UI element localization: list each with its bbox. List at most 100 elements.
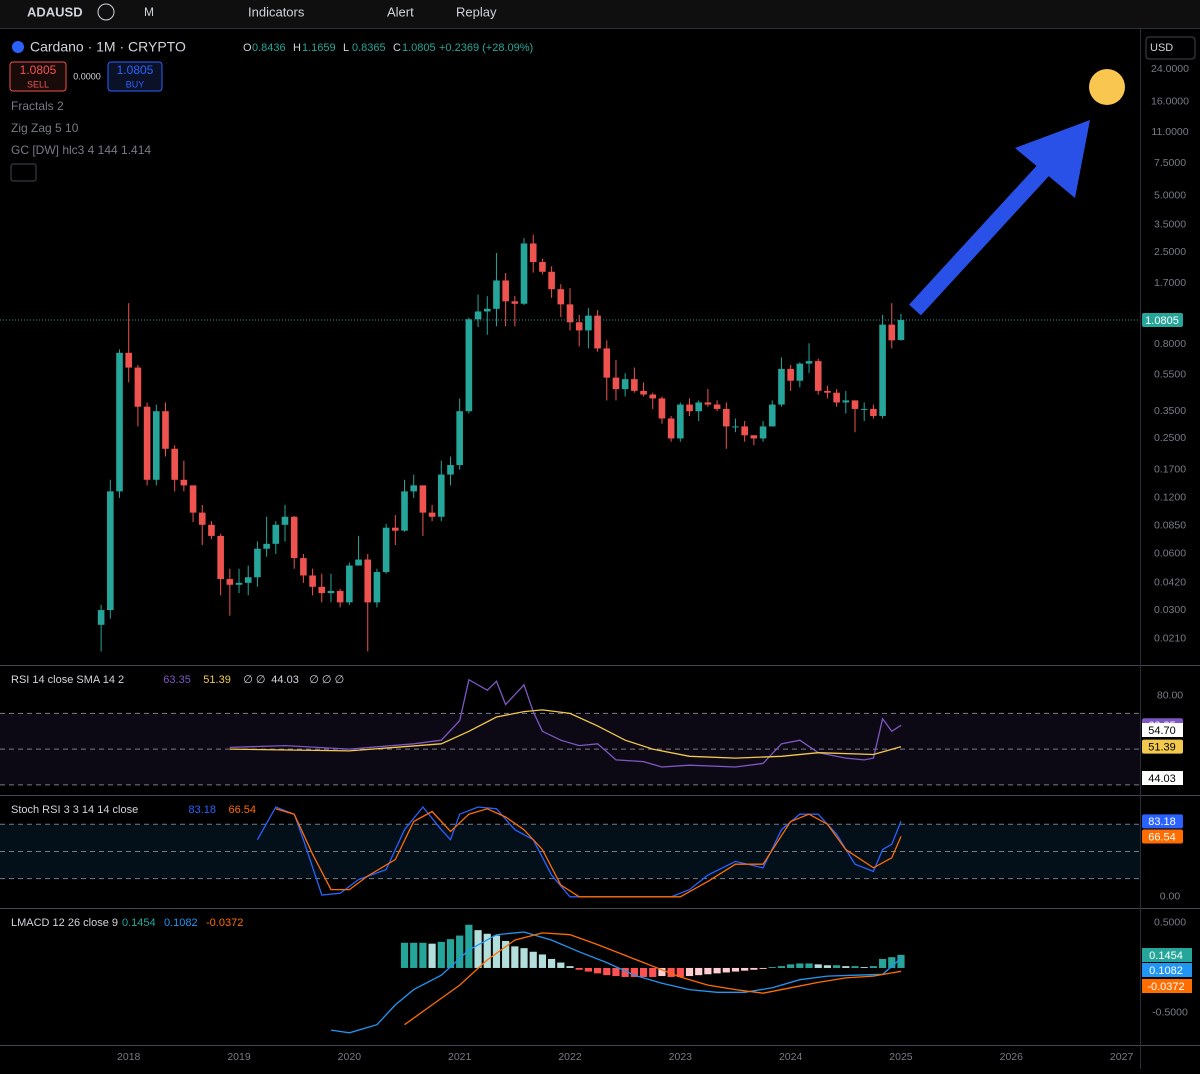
candle-body — [290, 516, 298, 559]
candle-body — [217, 535, 224, 580]
histogram-bar — [548, 958, 556, 968]
y-tick-label: 0.0300 — [1154, 604, 1186, 616]
histogram-bar — [667, 967, 675, 977]
x-tick-label: 2024 — [779, 1051, 803, 1063]
candle-body — [336, 590, 344, 603]
y-tick-label: 0.8000 — [1154, 338, 1186, 350]
histogram-bar — [796, 963, 804, 968]
symbol[interactable]: ADAUSD — [27, 4, 83, 19]
candle-body — [401, 491, 408, 531]
buy-button[interactable] — [107, 61, 163, 92]
histogram-bar — [639, 967, 648, 977]
sell-button[interactable] — [9, 61, 67, 92]
y-tick-label: 0.3500 — [1154, 405, 1186, 417]
study[interactable]: GC [DW] hlc3 4 144 1.414 — [11, 143, 151, 157]
y-tick-label: 16.0000 — [1151, 96, 1189, 108]
histogram-bar — [428, 943, 436, 968]
interval[interactable]: M — [144, 5, 154, 19]
candle-body — [658, 398, 666, 419]
candle-body — [254, 548, 261, 578]
x-tick-label: 2025 — [889, 1051, 913, 1063]
legend-value: 0.1454 — [122, 917, 156, 929]
collapse-button[interactable] — [10, 163, 37, 182]
y-tick-label: 0.5500 — [1154, 368, 1186, 380]
histogram-bar — [695, 967, 703, 976]
x-tick-label: 2021 — [448, 1051, 472, 1063]
candle-body — [346, 565, 353, 603]
histogram-bar — [685, 967, 694, 977]
candle-body — [235, 582, 243, 585]
histogram-bar — [437, 941, 445, 968]
histogram-bar — [483, 933, 491, 968]
candle-body — [152, 411, 160, 480]
candle-body — [318, 586, 326, 594]
candle-body — [198, 512, 206, 525]
histogram-bar — [630, 967, 638, 977]
candle-body — [796, 363, 804, 381]
value-label: 0.1454 — [1149, 950, 1183, 962]
candle-body — [529, 243, 537, 263]
value-label: 83.18 — [1148, 816, 1176, 828]
candle-body — [695, 402, 703, 412]
y-tick-label: -0.5000 — [1152, 1007, 1188, 1019]
histogram-bar — [814, 964, 822, 968]
histogram-bar — [474, 930, 482, 968]
candle-body — [447, 465, 454, 475]
add-symbol[interactable] — [97, 3, 115, 21]
histogram-bar — [750, 967, 758, 970]
candle-body — [612, 377, 620, 390]
candle-body — [594, 315, 601, 349]
histogram-bar — [621, 967, 629, 977]
study[interactable]: Fractals 2 — [11, 99, 64, 113]
candle-body — [97, 610, 105, 625]
histogram-bar — [805, 963, 813, 968]
study[interactable]: Zig Zag 5 10 — [11, 121, 79, 135]
value-label-box — [1142, 771, 1183, 785]
histogram-bar — [649, 967, 657, 977]
buy-label: BUY — [126, 79, 145, 89]
candle-body — [116, 352, 123, 492]
indicator-line — [229, 678, 902, 768]
histogram-bar — [410, 942, 418, 968]
replay-button[interactable]: Replay — [456, 4, 497, 19]
histogram-bar — [823, 965, 832, 968]
histogram-bar — [777, 966, 786, 968]
candle-body — [575, 322, 583, 331]
x-tick-label: 2026 — [1000, 1051, 1024, 1063]
histogram-bar — [860, 967, 868, 968]
last-price-label: 1.0805 — [1145, 315, 1179, 327]
histogram-bar — [465, 924, 473, 968]
candle-body — [474, 311, 482, 320]
ohlc-letter: O — [243, 42, 252, 54]
candle-body — [814, 361, 822, 391]
indicators-button[interactable]: Indicators — [248, 4, 305, 19]
y-tick-label: 0.00 — [1160, 891, 1181, 903]
y-tick-label: 1.7000 — [1154, 277, 1186, 289]
candle-body — [180, 479, 188, 486]
candle-body — [134, 367, 142, 407]
histogram-bar — [603, 967, 611, 976]
indicator-line — [256, 805, 902, 898]
candle-body — [741, 426, 748, 436]
histogram-bar — [658, 967, 666, 977]
candle-body — [842, 400, 850, 403]
candle-body — [640, 390, 647, 395]
alert-button[interactable]: Alert — [387, 4, 414, 19]
candle-body — [704, 402, 712, 405]
currency-button[interactable] — [1145, 36, 1196, 60]
histogram-bar — [529, 951, 537, 968]
y-tick-label: 0.0850 — [1154, 520, 1186, 532]
candle-body — [585, 315, 592, 331]
candle-body — [667, 418, 675, 439]
candle-body — [189, 485, 197, 513]
candle-body — [410, 485, 418, 492]
candle-body — [309, 575, 316, 587]
candle-body — [382, 527, 390, 573]
candle-body — [649, 394, 657, 399]
last-price-label-box — [1142, 312, 1183, 327]
candle-body — [263, 543, 270, 549]
y-tick-label: 0.5000 — [1154, 917, 1186, 929]
arrow-shaft — [909, 144, 1068, 316]
candle-body — [483, 308, 491, 312]
